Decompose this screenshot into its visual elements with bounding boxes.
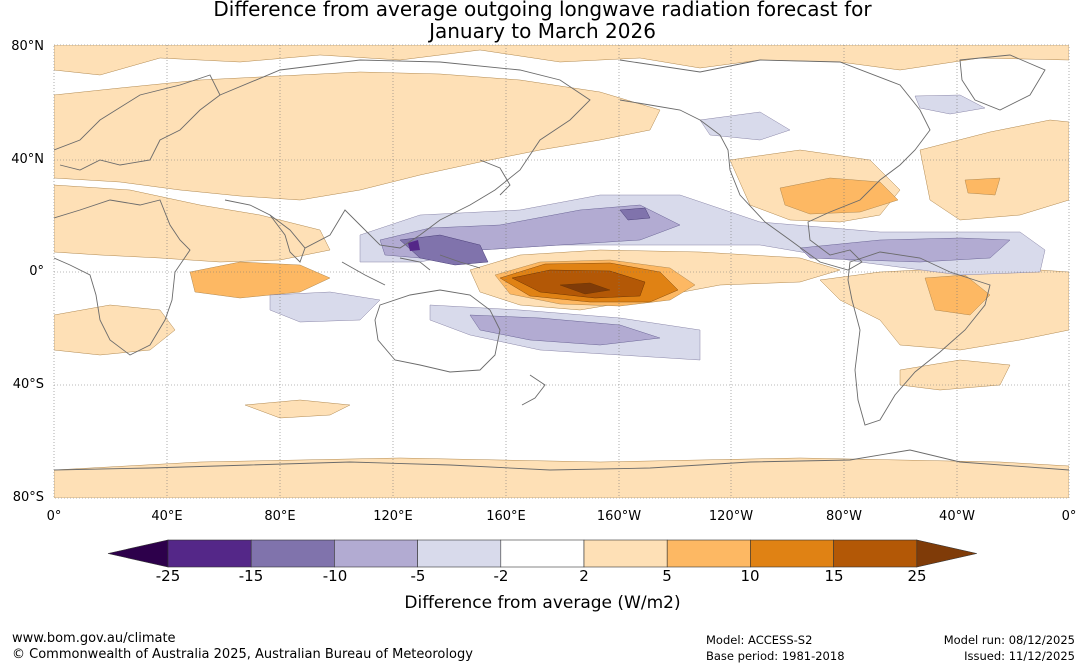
maritime-continent-peak	[408, 240, 420, 251]
lon-label-160w: 160°W	[596, 509, 642, 524]
atlantic-patch	[964, 177, 1001, 196]
coastlines	[54, 54, 1069, 471]
footer-website-link[interactable]: www.bom.gov.au/climate	[12, 631, 176, 646]
indian-ocean-equatorial	[189, 261, 331, 299]
asia-mid-band	[54, 184, 331, 263]
maritime-continent-core	[399, 234, 489, 266]
colorbar-tick-minus25: -25	[155, 567, 181, 585]
lat-label-0: 0°	[29, 264, 44, 279]
colorbar-segment-6	[583, 539, 668, 568]
north-pacific-patch	[699, 111, 791, 141]
colorbar-segment-9	[833, 539, 918, 568]
lon-label-40e: 40°E	[151, 509, 183, 524]
indian-ocean-south-band	[269, 291, 381, 323]
lon-label-40w: 40°W	[939, 509, 975, 524]
colorbar-tick-minus15: -15	[238, 567, 264, 585]
colorbar-title: Difference from average (W/m2)	[404, 593, 681, 613]
anomaly-15-to-25-regions	[511, 269, 646, 299]
footer-copyright: © Commonwealth of Australia 2025, Austra…	[12, 647, 473, 662]
map-title-line2: January to March 2026	[429, 19, 656, 43]
lon-label-120w: 120°W	[708, 509, 754, 524]
colorbar-tick-25: 25	[907, 567, 927, 585]
map-frame	[53, 44, 1070, 499]
antarctic-band	[54, 457, 1069, 498]
colorbar-extend-low	[107, 539, 169, 568]
brazil-patch	[924, 274, 991, 316]
colorbar-tick-minus2: -2	[493, 567, 509, 585]
colorbar-tick-15: 15	[824, 567, 844, 585]
colorbar-segment-2	[250, 539, 335, 568]
australia-coastline	[374, 289, 501, 373]
colorbar-extend-high	[916, 539, 977, 568]
central-pacific-core-peak	[559, 282, 611, 295]
map-field	[54, 45, 1069, 498]
colorbar-tick-2: 2	[579, 567, 589, 585]
footer-model: Model: ACCESS-S2	[706, 633, 813, 647]
lat-label-80n: 80°N	[11, 39, 44, 54]
gridlines	[54, 45, 1069, 498]
central-america-band	[799, 237, 1011, 263]
south-america-coastline	[847, 251, 991, 426]
anomaly-minus25-to-minus15-regions	[408, 240, 420, 251]
footer-issued: Issued: 11/12/2025	[964, 649, 1075, 663]
philippine-sea-patch	[619, 207, 651, 221]
lat-label-40n: 40°N	[11, 152, 44, 167]
lon-label-80w: 80°W	[826, 509, 862, 524]
lon-label-80e: 80°E	[264, 509, 296, 524]
colorbar-segment-7	[666, 539, 751, 568]
lon-label-0-left: 0°	[46, 509, 62, 524]
indian-ocean-south	[54, 304, 176, 356]
usa-southeast	[779, 177, 899, 215]
sumatra-borneo	[341, 254, 481, 286]
antarctica-coastline	[54, 449, 1069, 471]
colorbar-segment-5	[500, 539, 585, 568]
colorbar-segment-8	[750, 539, 834, 568]
arctic-north-band	[54, 45, 1069, 76]
asia-coastline	[219, 59, 591, 249]
lat-label-40s: 40°S	[12, 377, 44, 392]
eurasia-central	[54, 71, 661, 201]
new-zealand-coastline	[521, 374, 546, 406]
colorbar-segment-1	[167, 539, 252, 568]
anomaly-minus15-to-minus10-regions	[399, 207, 651, 266]
lon-label-0-right: 0°	[1061, 509, 1077, 524]
lon-label-120e: 120°E	[373, 509, 413, 524]
lat-label-80s: 80°S	[12, 490, 44, 505]
europe-coastline	[54, 74, 221, 171]
colorbar-segment-3	[334, 539, 418, 568]
southern-indian-patch	[244, 399, 351, 419]
colorbar-tick-minus10: -10	[322, 567, 348, 585]
greenland-coastline	[959, 54, 1046, 111]
south-pacific-core	[469, 314, 661, 346]
footer-model-run: Model run: 08/12/2025	[943, 633, 1075, 647]
japan-coastline	[479, 159, 511, 196]
africa-coastline	[54, 199, 191, 356]
map-title-line1: Difference from average outgoing longwav…	[213, 0, 872, 21]
lon-label-160e: 160°E	[486, 509, 526, 524]
footer-base-period: Base period: 1981-2018	[706, 649, 845, 663]
north-america-coastline	[619, 59, 931, 271]
colorbar-tick-minus5: -5	[410, 567, 426, 585]
colorbar-segment-4	[417, 539, 502, 568]
colorbar-tick-5: 5	[662, 567, 672, 585]
colorbar-tick-10: 10	[740, 567, 760, 585]
canada-patch	[914, 94, 986, 115]
